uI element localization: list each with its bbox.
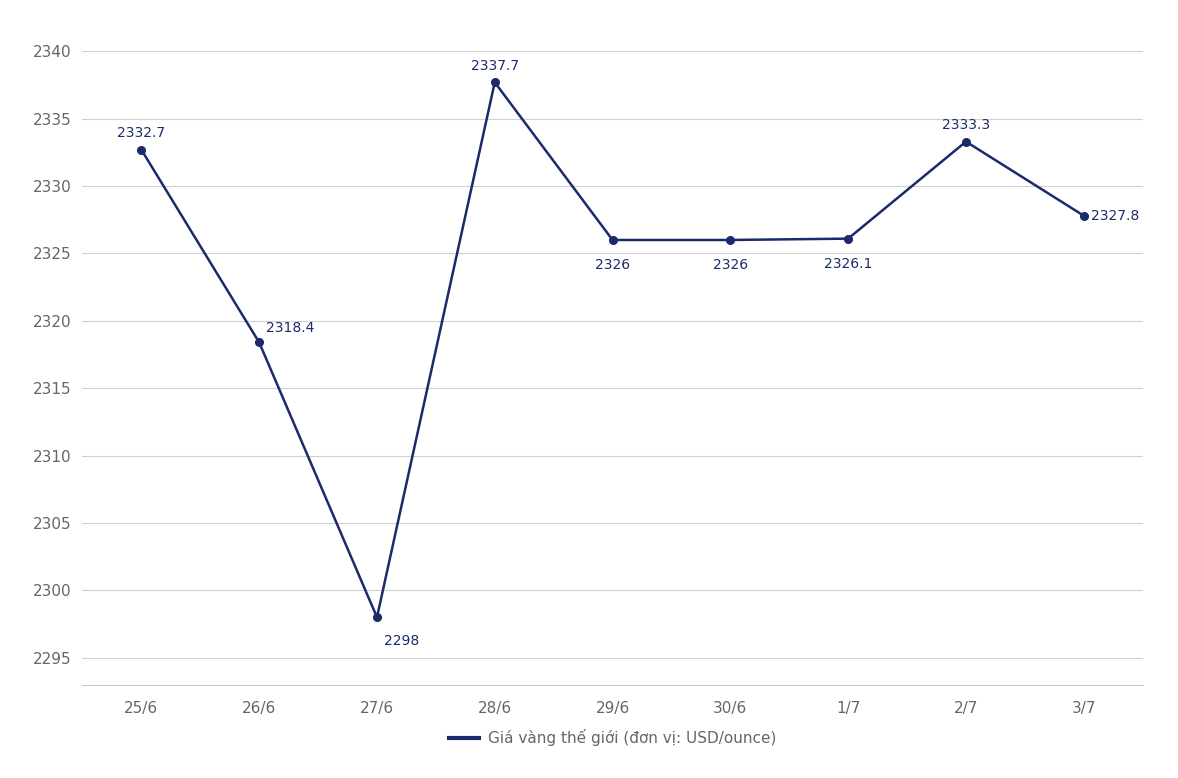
Text: 2332.7: 2332.7 — [118, 126, 165, 140]
Text: 2327.8: 2327.8 — [1091, 209, 1139, 223]
Text: 2337.7: 2337.7 — [471, 58, 518, 72]
Legend: Giá vàng thế giới (đơn vị: USD/ounce): Giá vàng thế giới (đơn vị: USD/ounce) — [443, 723, 782, 752]
Text: 2326: 2326 — [713, 258, 748, 272]
Text: 2318.4: 2318.4 — [266, 321, 315, 335]
Text: 2333.3: 2333.3 — [942, 118, 990, 132]
Text: 2326.1: 2326.1 — [823, 257, 873, 271]
Text: 2326: 2326 — [595, 258, 630, 272]
Text: 2298: 2298 — [384, 634, 419, 648]
